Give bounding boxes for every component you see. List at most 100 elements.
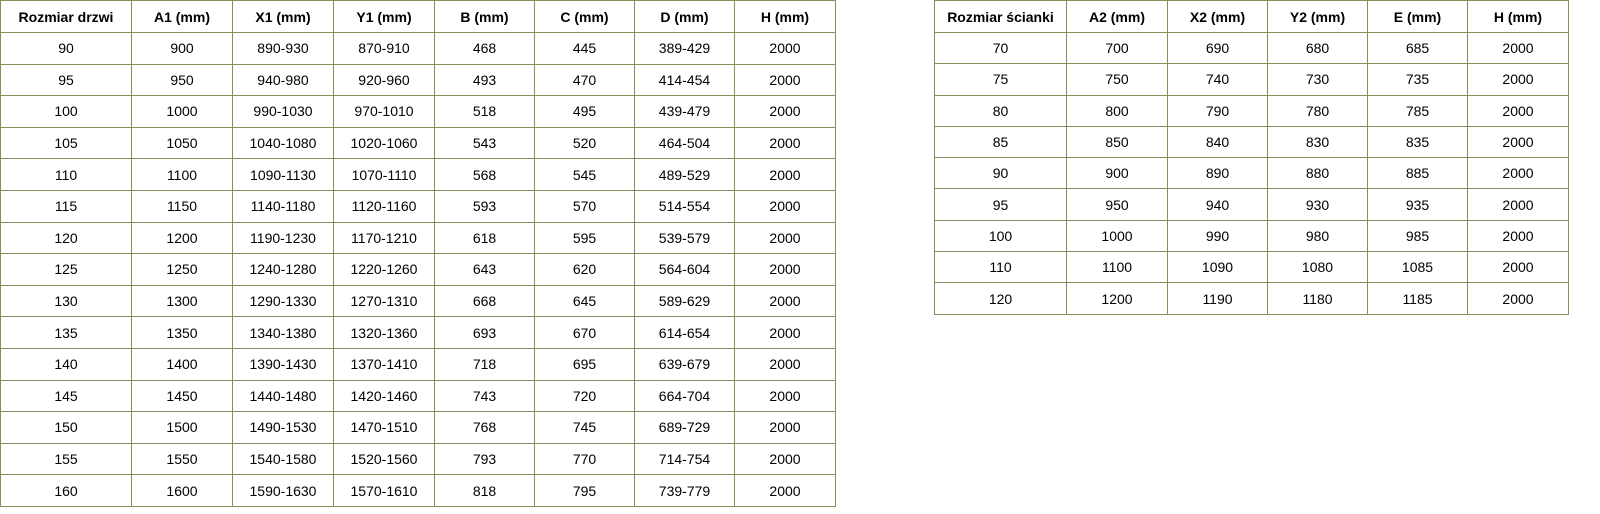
table-cell: 690 [1167,31,1268,65]
table-cell: 2000 [734,284,836,318]
table-cell: 518 [434,95,535,128]
table-cell: 740 [1167,63,1268,96]
table-cell: 2000 [1467,63,1569,96]
column-header: X2 (mm) [1167,0,1268,33]
table-row: 80 800 790 780 785 2000 [934,94,1569,127]
table-cell: 795 [534,474,635,507]
table-cell: 1420-1460 [333,379,435,413]
header-row: Rozmiar ścianki A2 (mm) X2 (mm) Y2 (mm) E (m… [934,0,1569,33]
table-cell: 835 [1367,125,1468,159]
table-cell: 1000 [1066,219,1168,253]
table-cell: 1590-1630 [232,474,334,507]
table-cell: 940 [1167,188,1268,221]
column-header: E (mm) [1367,0,1468,33]
table-cell: 1185 [1367,282,1468,315]
table-cell: 2000 [1467,188,1569,221]
table-cell: 1450 [131,379,233,413]
table-cell: 790 [1167,94,1268,127]
table-cell: 739-779 [634,474,735,507]
table-cell: 1100 [131,158,233,191]
column-header: Y1 (mm) [333,0,435,33]
column-header: B (mm) [434,0,535,33]
table-cell: 95 [934,188,1067,221]
table-cell: 75 [934,63,1067,96]
column-header: C (mm) [534,0,635,33]
table-cell: 2000 [734,411,836,444]
table-cell: 100 [0,95,132,128]
column-header: A2 (mm) [1066,0,1168,33]
table-cell: 90 [0,32,132,65]
column-header: A1 (mm) [131,0,233,33]
door-size-table: Rozmiar drzwi A1 (mm) X1 (mm) Y1 (mm) B (mm)… [0,0,836,507]
table-cell: 680 [1267,31,1368,65]
column-header: Rozmiar ścianki [934,0,1067,33]
table-row: 140 1400 1390-1430 1370-1410 718 695 639-679 20… [0,347,836,381]
table-cell: 1240-1280 [232,253,334,286]
table-cell: 1220-1260 [333,253,435,286]
table-cell: 140 [0,347,132,381]
wall-size-table: Rozmiar ścianki A2 (mm) X2 (mm) Y2 (mm) E (m… [934,0,1569,315]
table-cell: 2000 [734,158,836,191]
table-row: 120 1200 1190-1230 1170-1210 618 595 539-579 20… [0,221,836,255]
table-cell: 1350 [131,316,233,349]
table-cell: 70 [934,31,1067,65]
table-cell: 2000 [1467,125,1569,159]
table-cell: 780 [1267,94,1368,127]
table-cell: 2000 [734,379,836,413]
table-cell: 468 [434,32,535,65]
table-cell: 720 [534,379,635,413]
table-cell: 985 [1367,219,1468,253]
table-cell: 568 [434,158,535,191]
table-cell: 1540-1580 [232,442,334,476]
table-cell: 950 [131,63,233,97]
table-row: 100 1000 990-1030 970-1010 518 495 439-479 2000 [0,95,836,128]
table-cell: 1570-1610 [333,474,435,507]
table-cell: 1190-1230 [232,221,334,255]
table-cell: 900 [1066,157,1168,190]
table-row: 145 1450 1440-1480 1420-1460 743 720 664-704 20… [0,379,836,413]
table-cell: 1100 [1066,251,1168,284]
table-cell: 1170-1210 [333,221,435,255]
table-cell: 1040-1080 [232,126,334,160]
table-cell: 595 [534,221,635,255]
table-row: 135 1350 1340-1380 1320-1360 693 670 614-654 20… [0,316,836,349]
table-cell: 110 [934,251,1067,284]
table-row: 75 750 740 730 735 2000 [934,63,1569,96]
table-cell: 768 [434,411,535,444]
column-header: Rozmiar drzwi [0,0,132,33]
table-cell: 670 [534,316,635,349]
table-cell: 900 [131,32,233,65]
table-cell: 1020-1060 [333,126,435,160]
table-row: 130 1300 1290-1330 1270-1310 668 645 589-629 20… [0,284,836,318]
table-cell: 2000 [734,442,836,476]
table-cell: 439-479 [634,95,735,128]
table-cell: 1090 [1167,251,1268,284]
table-cell: 1340-1380 [232,316,334,349]
table-cell: 539-579 [634,221,735,255]
table-cell: 700 [1066,31,1168,65]
table-cell: 2000 [734,63,836,97]
table-cell: 1140-1180 [232,189,334,223]
table-cell: 735 [1367,63,1468,96]
table-cell: 668 [434,284,535,318]
table-cell: 730 [1267,63,1368,96]
table-cell: 389-429 [634,32,735,65]
table-cell: 105 [0,126,132,160]
table-cell: 620 [534,253,635,286]
table-row: 155 1550 1540-1580 1520-1560 793 770 714-754 20… [0,442,836,476]
table-cell: 543 [434,126,535,160]
table-cell: 1440-1480 [232,379,334,413]
table-cell: 593 [434,189,535,223]
table-cell: 2000 [734,95,836,128]
table-cell: 1090-1130 [232,158,334,191]
table-cell: 2000 [734,253,836,286]
table-cell: 718 [434,347,535,381]
table-cell: 970-1010 [333,95,435,128]
table-cell: 1600 [131,474,233,507]
table-cell: 125 [0,253,132,286]
table-cell: 750 [1066,63,1168,96]
table-cell: 1320-1360 [333,316,435,349]
table-cell: 2000 [734,221,836,255]
table-cell: 885 [1367,157,1468,190]
table-cell: 693 [434,316,535,349]
